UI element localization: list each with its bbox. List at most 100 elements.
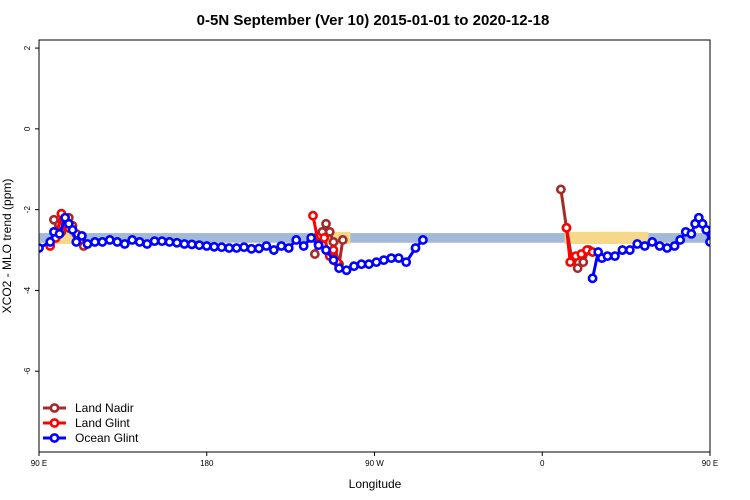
ocean-glint-point-0-11	[97, 237, 108, 247]
ocean-glint-point-0-26	[209, 241, 220, 252]
ocean-glint-point-0-32	[254, 243, 264, 254]
land-nadir-point-1-3	[321, 218, 331, 229]
ocean-glint-legend-marker	[49, 433, 60, 443]
ocean-glint-point-1-19	[701, 224, 710, 235]
x-tick-label-1: 180	[200, 459, 214, 468]
ocean-glint-point-0-34	[268, 245, 279, 255]
ocean-glint-point-0-25	[201, 241, 212, 251]
ocean-glint-point-0-24	[194, 240, 205, 251]
y-axis-label: XCO2 - MLO trend (ppm)	[0, 179, 14, 314]
ocean-glint-point-0-37	[291, 235, 302, 245]
ocean-glint-point-0-6	[67, 224, 78, 235]
ocean-glint-point-0-28	[224, 243, 235, 253]
ocean-glint-point-0-18	[149, 236, 160, 247]
ocean-glint-point-0-17	[142, 239, 153, 249]
ocean-glint-point-1-3	[602, 251, 613, 261]
ocean-glint-point-0-45	[349, 261, 359, 272]
ocean-glint-point-0-13	[112, 237, 123, 247]
land-glint-point-1-0	[308, 210, 318, 221]
ocean-glint-point-0-48	[371, 257, 382, 268]
ocean-glint-point-1-6	[624, 245, 635, 255]
chart-title: 0-5N September (Ver 10) 2015-01-01 to 20…	[197, 12, 550, 29]
land-nadir-legend-marker	[49, 403, 60, 413]
ocean-glint-point-0-7	[71, 237, 82, 247]
ocean-glint-point-0-33	[261, 241, 272, 251]
ocean-glint-point-1-12	[669, 241, 680, 251]
land-glint-point-2-1	[565, 257, 576, 268]
y-tick-label-4: -6	[23, 367, 32, 375]
ocean-glint-point-1-15	[686, 228, 697, 239]
x-axis-label: Longitude	[349, 477, 402, 491]
ocean-glint-point-0-30	[239, 242, 249, 253]
ocean-glint-point-0-20	[164, 237, 175, 247]
ocean-glint-point-1-7	[632, 239, 643, 249]
x-tick-label-3: 0	[540, 459, 545, 468]
ocean-glint-point-0-38	[298, 241, 309, 251]
x-tick-label-4: 90 E	[702, 459, 718, 468]
ocean-glint-point-0-44	[341, 265, 352, 276]
ocean-glint-point-0-8	[76, 231, 87, 241]
series-layer	[39, 184, 710, 284]
ocean-glint-point-0-47	[364, 259, 374, 270]
y-tick-label-0: 2	[23, 45, 32, 50]
ocean-glint-point-0-12	[104, 235, 115, 245]
ocean-glint-point-0-46	[356, 259, 367, 270]
ocean-glint-point-0-19	[157, 236, 167, 247]
ocean-glint-point-0-35	[276, 241, 287, 251]
x-tick-label-2: 90 W	[365, 459, 384, 468]
land-nadir-point-1-0	[309, 249, 320, 259]
land-glint-point-1-2	[319, 233, 330, 243]
ocean-glint-point-0-42	[328, 255, 339, 266]
ocean-glint-point-0-54	[418, 235, 428, 245]
y-axis: 2 0 -2 -4 -6	[23, 45, 39, 375]
ocean-glint-point-0-21	[172, 237, 182, 248]
ocean-glint-point-0-40	[313, 240, 324, 251]
land-nadir-point-1-7	[337, 235, 348, 245]
ocean-band-0	[39, 233, 710, 243]
ocean-glint-point-0-14	[119, 239, 130, 249]
ocean-glint-point-1-0	[587, 273, 598, 284]
ocean-glint-point-1-8	[639, 241, 650, 251]
ocean-glint-point-0-29	[231, 243, 242, 253]
ocean-glint-point-1-11	[662, 243, 673, 253]
land-glint-point-1-4	[328, 245, 339, 255]
ocean-glint-point-0-50	[386, 253, 397, 264]
ocean-glint-point-0-27	[216, 242, 227, 253]
land-nadir-point-1-5	[328, 237, 339, 247]
land-nadir-point-2-3	[572, 263, 583, 274]
y-tick-label-1: 0	[23, 126, 32, 131]
ocean-glint-point-0-31	[246, 243, 257, 254]
land-nadir-point-2-4	[578, 257, 589, 268]
ocean-glint-point-1-13	[675, 235, 686, 245]
ocean-glint-point-0-36	[283, 243, 294, 253]
ocean-glint-point-0-16	[134, 237, 145, 247]
ocean-glint-point-1-9	[647, 237, 658, 247]
land-nadir-point-2-0	[555, 184, 566, 195]
ocean-glint-point-0-53	[410, 243, 421, 253]
y-tick-label-3: -4	[23, 286, 32, 294]
land-nadir-legend-label: Land Nadir	[75, 401, 134, 415]
land-nadir-point-1-4	[324, 226, 335, 237]
ocean-glint-point-0-49	[378, 255, 389, 266]
ocean-glint-point-0-23	[186, 239, 197, 250]
ocean-glint-point-0-41	[321, 245, 331, 255]
ocean-glint-point-0-52	[401, 257, 412, 268]
ocean-glint-series	[39, 212, 710, 284]
ocean-glint-point-1-4	[610, 251, 620, 261]
ocean-glint-point-0-3	[54, 228, 65, 239]
ocean-glint-point-0-39	[306, 233, 317, 243]
x-axis: 90 E 180 90 W 0 90 E	[31, 452, 718, 468]
land-glint-legend-label: Land Glint	[75, 416, 130, 430]
y-tick-label-2: -2	[23, 206, 32, 214]
ocean-glint-point-0-9	[82, 239, 93, 249]
ocean-glint-legend-label: Ocean Glint	[75, 431, 139, 445]
ocean-glint-point-0-51	[393, 253, 404, 264]
land-glint-point-2-0	[561, 222, 572, 233]
land-nadir-point-0-0	[49, 214, 59, 225]
ocean-glint-point-0-15	[127, 235, 138, 245]
ocean-glint-point-1-10	[654, 241, 665, 251]
ocean-glint-point-1-20	[705, 237, 710, 247]
ocean-glint-point-0-10	[90, 237, 100, 247]
